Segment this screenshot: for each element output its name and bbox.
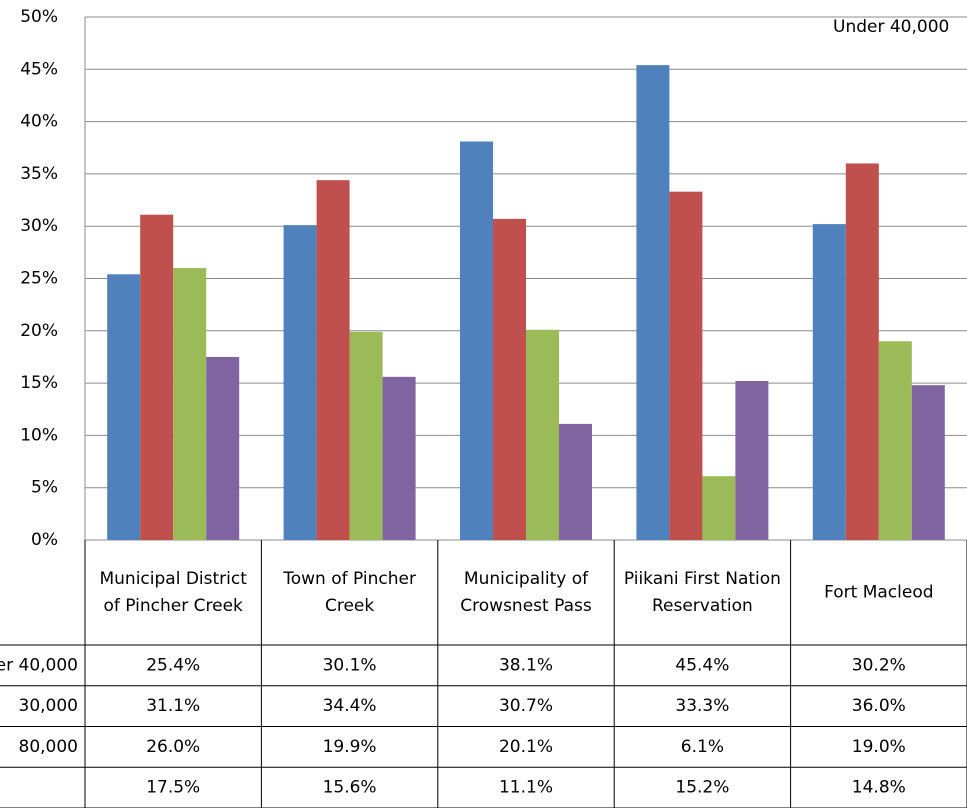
table-value: 14.8% [852, 778, 906, 798]
y-tick-label: 35% [20, 164, 58, 184]
bar [382, 376, 416, 540]
y-tick-label: 30% [20, 216, 58, 236]
bar [316, 180, 350, 540]
table-value: 19.0% [852, 737, 906, 757]
bar [878, 341, 912, 540]
category-label: Town of Pincher Creek [282, 569, 416, 616]
category-label: Municipal District of Pincher Creek [99, 569, 247, 616]
bar [173, 268, 207, 540]
y-tick-label: 0% [31, 530, 58, 550]
y-tick-label: 40% [20, 112, 58, 132]
bar [107, 274, 141, 540]
table-value: 45.4% [675, 655, 729, 675]
category-label: Piikani First Nation Reservation [624, 569, 781, 616]
table-value: 19.9% [323, 737, 377, 757]
y-tick-label: 25% [20, 269, 58, 289]
table-value: 17.5% [146, 778, 200, 798]
bar [845, 163, 879, 540]
category-label: Fort Macleod [824, 583, 933, 603]
y-tick-label: 45% [20, 59, 58, 79]
table-value: 20.1% [499, 737, 553, 757]
bar [669, 191, 703, 540]
bar [559, 423, 592, 540]
bar [812, 224, 846, 540]
category-label: Municipality of Crowsnest Pass [460, 569, 592, 616]
y-tick-label: 5% [31, 478, 58, 498]
row-label: Under 40,000 [0, 655, 78, 675]
legend-label: Under 40,000 [833, 17, 949, 37]
bar [735, 381, 769, 540]
bar [493, 218, 526, 541]
table-value: 30.7% [499, 696, 553, 716]
bar [460, 141, 493, 540]
table-value: 25.4% [146, 655, 200, 675]
table-value: 15.6% [323, 778, 377, 798]
table-value: 30.2% [852, 655, 906, 675]
bar [636, 65, 670, 540]
table-value: 15.2% [675, 778, 729, 798]
y-tick-label: 50% [20, 7, 58, 27]
table-value: 31.1% [146, 696, 200, 716]
bar [349, 331, 383, 540]
y-tick-label: 15% [20, 373, 58, 393]
y-tick-label: 10% [20, 425, 58, 445]
table-value: 11.1% [499, 778, 553, 798]
table-value: 34.4% [323, 696, 377, 716]
table-value: 6.1% [681, 737, 724, 757]
table-value: 36.0% [852, 696, 906, 716]
table-value: 30.1% [323, 655, 377, 675]
table-value: 38.1% [499, 655, 553, 675]
y-tick-label: 20% [20, 321, 58, 341]
bar [702, 476, 736, 540]
bar [526, 329, 559, 540]
bar [140, 214, 174, 540]
bar [206, 356, 240, 540]
bar [283, 225, 317, 541]
table-value: 33.3% [675, 696, 729, 716]
table-value: 26.0% [146, 737, 200, 757]
row-label: 80,000 [19, 737, 78, 757]
row-label: 30,000 [19, 696, 78, 716]
bar [911, 385, 945, 540]
